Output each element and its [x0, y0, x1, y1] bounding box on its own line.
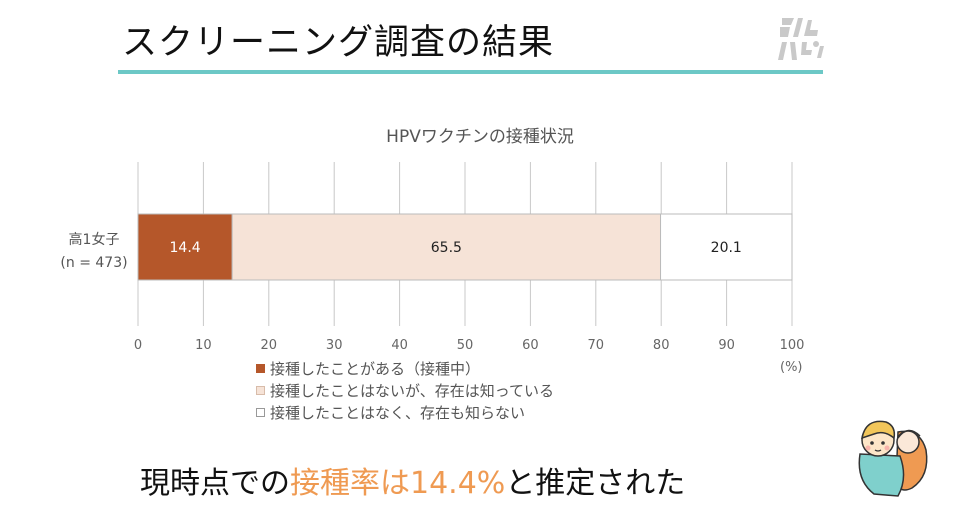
legend-item-vaccinated: 接種したことがある（接種中） [256, 357, 554, 379]
category-label: 高1女子 (n = 473) [54, 229, 134, 271]
x-tick-label: 20 [261, 338, 278, 353]
chart-legend: 接種したことがある（接種中） 接種したことはないが、存在は知っている 接種したこ… [256, 357, 554, 423]
x-tick-label: 80 [653, 338, 670, 353]
title-divider [118, 70, 823, 74]
x-tick-label: 70 [588, 338, 605, 353]
category-label-line1: 高1女子 [68, 232, 120, 248]
legend-item-aware: 接種したことはないが、存在は知っている [256, 379, 554, 401]
legend-item-unaware: 接種したことはなく、存在も知らない [256, 401, 554, 423]
data-label: 14.4 [170, 240, 201, 256]
x-tick-label: 10 [195, 338, 212, 353]
x-tick-label: 30 [326, 338, 343, 353]
x-tick-label: 90 [718, 338, 735, 353]
x-tick-label: 100 [780, 338, 805, 353]
x-tick-label: 50 [457, 338, 474, 353]
conclusion-text: 現時点での接種率は14.4%と推定された [140, 458, 685, 502]
mascot-illustration-icon [858, 420, 928, 497]
legend-swatch-vaccinated [256, 363, 265, 373]
bar-segment [137, 213, 233, 281]
data-label: 65.5 [431, 240, 462, 256]
legend-label-unaware: 接種したことはなく、存在も知らない [270, 403, 526, 422]
category-label-line2: (n = 473) [60, 255, 128, 271]
legend-swatch-aware [256, 385, 265, 395]
legend-label-vaccinated: 接種したことがある（接種中） [270, 359, 481, 378]
bar-segment [231, 213, 662, 281]
bar-segment [660, 213, 793, 281]
x-tick-label: 0 [134, 338, 142, 353]
legend-swatch-unaware [256, 407, 265, 417]
conclusion-highlight: 接種率は14.4% [290, 466, 506, 501]
x-tick-label: 40 [391, 338, 408, 353]
minpapi-logo-icon [778, 18, 824, 60]
conclusion-suffix: と推定された [505, 466, 686, 501]
x-axis-unit: (%) [780, 360, 803, 375]
conclusion-prefix: 現時点での [140, 466, 290, 501]
slide-title: スクリーニング調査の結果 [122, 23, 555, 63]
x-tick-label: 60 [522, 338, 539, 353]
stacked-bar-chart: 0 10 20 30 40 50 60 70 80 90 100 14.4 65.5 20.1 [134, 162, 805, 353]
data-label: 20.1 [711, 240, 742, 256]
legend-label-aware: 接種したことはないが、存在は知っている [270, 381, 554, 400]
chart-title: HPVワクチンの接種状況 [386, 127, 574, 147]
